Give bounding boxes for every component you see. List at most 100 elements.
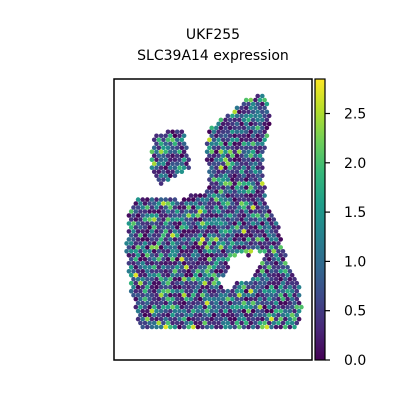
expression-spot <box>276 320 281 326</box>
expression-spot <box>151 280 157 286</box>
expression-spot <box>165 233 171 238</box>
expression-spot <box>248 233 254 238</box>
expression-spot <box>243 185 249 190</box>
expression-spot <box>184 201 189 206</box>
expression-spot <box>271 320 277 326</box>
expression-spot <box>133 296 139 302</box>
expression-spot <box>177 213 182 218</box>
expression-spot <box>211 145 217 151</box>
expression-spot <box>255 276 260 282</box>
expression-spot <box>214 245 219 250</box>
expression-spot <box>234 153 240 158</box>
expression-spot <box>191 245 196 250</box>
expression-spot <box>269 221 274 226</box>
expression-spot <box>241 173 247 178</box>
expression-spot <box>158 292 164 298</box>
expression-spot <box>149 165 155 170</box>
expression-spot <box>216 177 221 182</box>
expression-spot <box>202 257 208 262</box>
expression-spot <box>237 165 242 170</box>
expression-spot <box>179 169 185 174</box>
expression-spot <box>285 280 290 286</box>
expression-spot <box>202 312 208 318</box>
expression-spot <box>225 169 231 174</box>
expression-spot <box>232 109 237 115</box>
expression-spot <box>269 253 274 258</box>
expression-spot <box>147 241 152 246</box>
expression-spot <box>172 229 178 234</box>
expression-spot <box>216 265 221 270</box>
expression-spot <box>151 161 157 166</box>
expression-spot <box>140 205 145 210</box>
expression-spot <box>154 316 159 322</box>
expression-spot <box>218 221 224 226</box>
expression-spot <box>207 296 212 302</box>
expression-spot <box>289 304 295 310</box>
expression-spot <box>223 237 228 242</box>
expression-spot <box>232 213 237 218</box>
expression-spot <box>151 312 157 318</box>
expression-spot <box>135 276 141 282</box>
expression-spot <box>186 292 191 298</box>
expression-spot <box>179 320 185 326</box>
expression-spot <box>179 225 185 230</box>
expression-spot <box>191 253 196 258</box>
expression-spot <box>225 145 231 151</box>
expression-spot <box>179 249 185 254</box>
expression-spot <box>195 316 201 322</box>
expression-spot <box>181 221 187 226</box>
expression-spot <box>207 161 212 166</box>
expression-spot <box>278 269 284 274</box>
expression-spot <box>278 261 284 266</box>
expression-spot <box>260 165 265 170</box>
expression-spot <box>202 217 208 222</box>
expression-spot <box>140 284 145 290</box>
expression-spot <box>149 229 155 234</box>
expression-spot <box>248 169 254 174</box>
expression-spot <box>179 145 185 151</box>
expression-spot <box>179 265 185 270</box>
expression-spot <box>181 253 187 258</box>
expression-spot <box>220 312 226 318</box>
expression-spot <box>250 213 256 218</box>
expression-spot <box>269 245 274 250</box>
expression-spot <box>220 193 226 198</box>
expression-spot <box>174 296 180 302</box>
chart-title-line-2: SLC39A14 expression <box>137 48 289 64</box>
expression-spot <box>128 257 134 262</box>
expression-spot <box>253 169 258 174</box>
expression-spot <box>220 304 226 310</box>
expression-spot <box>230 320 235 326</box>
expression-spot <box>230 177 235 182</box>
colorbar-tick-label: 1.5 <box>344 205 366 221</box>
expression-spot <box>204 253 210 258</box>
expression-spot <box>191 316 196 322</box>
expression-spot <box>227 117 233 123</box>
expression-spot <box>135 213 141 218</box>
expression-spot <box>158 141 164 147</box>
expression-spot <box>163 229 168 234</box>
expression-spot <box>266 312 272 318</box>
expression-spot <box>211 233 217 238</box>
expression-spot <box>225 312 231 318</box>
expression-spot <box>188 280 194 286</box>
expression-spot <box>211 257 217 262</box>
expression-spot <box>168 316 173 322</box>
expression-spot <box>126 269 132 274</box>
expression-spot <box>292 308 297 314</box>
expression-spot <box>260 189 265 194</box>
expression-spot <box>257 288 263 294</box>
expression-spot <box>278 237 284 242</box>
expression-spot <box>262 312 267 318</box>
expression-spot <box>253 121 258 127</box>
expression-spot <box>184 209 189 214</box>
expression-spot <box>207 249 212 254</box>
expression-spot <box>285 296 290 302</box>
expression-spot <box>253 105 258 111</box>
expression-spot <box>177 292 182 298</box>
expression-spot <box>234 193 240 198</box>
expression-spot <box>230 129 235 135</box>
expression-spot <box>220 296 226 302</box>
expression-spot <box>292 276 297 282</box>
